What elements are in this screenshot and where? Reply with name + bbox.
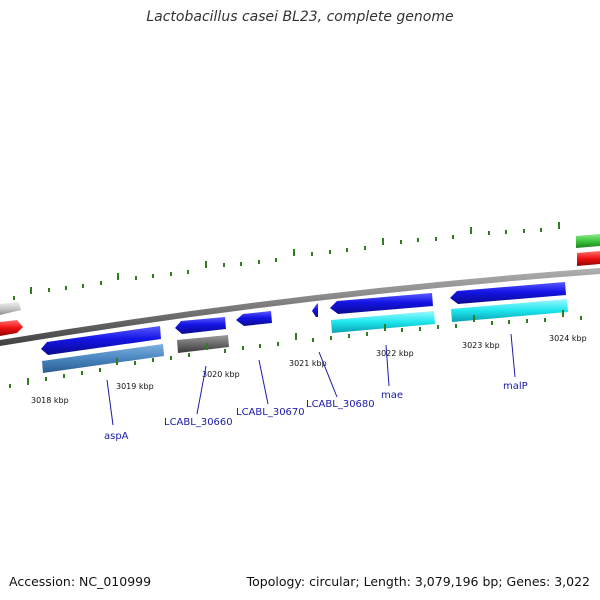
cds-mae[interactable] [331, 311, 435, 333]
gene-label-lcabl-30660[interactable]: LCABL_30660 [164, 417, 233, 428]
gene-label-mae[interactable]: mae [381, 390, 403, 401]
cds-malP[interactable] [451, 299, 568, 322]
tick-label-3023: 3023 kbp [462, 341, 500, 350]
outer-gene-light[interactable] [0, 302, 21, 315]
scale-labels: 3018 kbp 3019 kbp 3020 kbp 3021 kbp 3022… [31, 334, 587, 405]
gene-mae-arrow[interactable] [330, 293, 433, 314]
label-leaders [106, 333, 516, 426]
gene-label-lcabl-30670[interactable]: LCABL_30670 [236, 407, 305, 418]
gene-label-malP[interactable]: malP [503, 381, 528, 392]
genome-backbone [0, 268, 600, 346]
tick-label-3020: 3020 kbp [202, 370, 240, 379]
gene-malP-arrow[interactable] [450, 282, 566, 304]
tick-label-3021: 3021 kbp [289, 359, 327, 368]
inner-tick-arc [9, 310, 582, 388]
gene-label-aspA[interactable]: aspA [104, 431, 129, 442]
outer-gene-red-left[interactable] [0, 320, 23, 336]
outer-tick-arc [13, 222, 560, 300]
gene-label-lcabl-30680[interactable]: LCABL_30680 [306, 399, 375, 410]
outer-gene-green[interactable] [576, 234, 600, 248]
gene-lcabl-30680-arrow[interactable] [312, 303, 318, 317]
tick-label-3024: 3024 kbp [549, 334, 587, 343]
accession-info: Accession: NC_010999 [9, 574, 152, 589]
gene-aspA-arrow[interactable] [41, 326, 161, 355]
cds-aspA[interactable] [42, 344, 164, 373]
gene-lcabl-30660-arrow[interactable] [175, 317, 226, 334]
map-title: Lactobacillus casei BL23, complete genom… [146, 9, 454, 25]
outer-gene-red-right[interactable] [577, 251, 600, 266]
tick-label-3019: 3019 kbp [116, 382, 154, 391]
cds-lcabl-30660[interactable] [177, 335, 229, 353]
gene-lcabl-30670-arrow[interactable] [236, 311, 272, 326]
gene-labels: aspA LCABL_30660 LCABL_30670 LCABL_30680… [104, 381, 528, 442]
tick-label-3022: 3022 kbp [376, 349, 414, 358]
genome-stats: Topology: circular; Length: 3,079,196 bp… [246, 574, 590, 589]
tick-label-3018: 3018 kbp [31, 396, 69, 405]
